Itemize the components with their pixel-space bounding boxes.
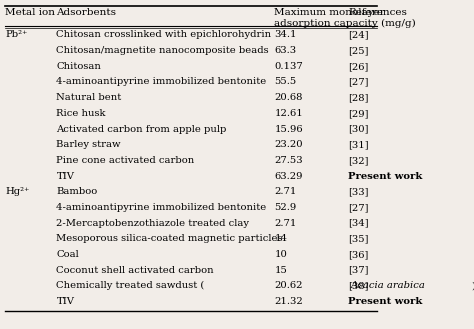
Text: 52.9: 52.9 [274, 203, 297, 212]
Text: Maximum monolayer
adsorption capacity (mg/g): Maximum monolayer adsorption capacity (m… [274, 9, 416, 28]
Text: 20.62: 20.62 [274, 281, 303, 291]
Text: 23.20: 23.20 [274, 140, 303, 149]
Text: Activated carbon from apple pulp: Activated carbon from apple pulp [56, 124, 227, 134]
Text: TIV: TIV [56, 297, 74, 306]
Text: Pine cone activated carbon: Pine cone activated carbon [56, 156, 195, 165]
Text: 63.3: 63.3 [274, 46, 297, 55]
Text: 0.137: 0.137 [274, 62, 303, 71]
Text: [27]: [27] [348, 203, 369, 212]
Text: [38]: [38] [348, 281, 369, 291]
Text: 20.68: 20.68 [274, 93, 303, 102]
Text: Metal ion: Metal ion [5, 9, 55, 17]
Text: 15.96: 15.96 [274, 124, 303, 134]
Text: 27.53: 27.53 [274, 156, 303, 165]
Text: Chitosan/magnetite nanocomposite beads: Chitosan/magnetite nanocomposite beads [56, 46, 269, 55]
Text: Bamboo: Bamboo [56, 187, 98, 196]
Text: Coal: Coal [56, 250, 79, 259]
Text: [28]: [28] [348, 93, 369, 102]
Text: [32]: [32] [348, 156, 369, 165]
Text: Barley straw: Barley straw [56, 140, 121, 149]
Text: [25]: [25] [348, 46, 369, 55]
Text: 14: 14 [274, 234, 287, 243]
Text: 2.71: 2.71 [274, 218, 297, 228]
Text: Chitosan: Chitosan [56, 62, 101, 71]
Text: 21.32: 21.32 [274, 297, 303, 306]
Text: Mesoporous silica-coated magnetic particles: Mesoporous silica-coated magnetic partic… [56, 234, 283, 243]
Text: 10: 10 [274, 250, 287, 259]
Text: 4-aminoantipyrine immobilized bentonite: 4-aminoantipyrine immobilized bentonite [56, 203, 267, 212]
Text: TIV: TIV [56, 171, 74, 181]
Text: [33]: [33] [348, 187, 369, 196]
Text: [31]: [31] [348, 140, 369, 149]
Text: 12.61: 12.61 [274, 109, 303, 118]
Text: 34.1: 34.1 [274, 30, 297, 39]
Text: Acacia arabica: Acacia arabica [351, 281, 426, 291]
Text: Hg²⁺: Hg²⁺ [5, 187, 29, 196]
Text: Present work: Present work [348, 297, 423, 306]
Text: [37]: [37] [348, 266, 369, 275]
Text: [30]: [30] [348, 124, 369, 134]
Text: [35]: [35] [348, 234, 369, 243]
Text: 63.29: 63.29 [274, 171, 303, 181]
Text: 15: 15 [274, 266, 287, 275]
Text: Chemically treated sawdust (: Chemically treated sawdust ( [56, 281, 205, 291]
Text: Pb²⁺: Pb²⁺ [5, 30, 27, 39]
Text: Natural bent: Natural bent [56, 93, 122, 102]
Text: [34]: [34] [348, 218, 369, 228]
Text: [24]: [24] [348, 30, 369, 39]
Text: [26]: [26] [348, 62, 369, 71]
Text: 55.5: 55.5 [274, 77, 297, 87]
Text: Adsorbents: Adsorbents [56, 9, 117, 17]
Text: 2-Mercaptobenzothiazole treated clay: 2-Mercaptobenzothiazole treated clay [56, 218, 249, 228]
Text: [27]: [27] [348, 77, 369, 87]
Text: References: References [348, 9, 407, 17]
Text: Chitosan crosslinked with epichlorohydrin: Chitosan crosslinked with epichlorohydri… [56, 30, 272, 39]
Text: [36]: [36] [348, 250, 369, 259]
Text: Rice husk: Rice husk [56, 109, 106, 118]
Text: Present work: Present work [348, 171, 423, 181]
Text: ): ) [472, 281, 474, 291]
Text: Coconut shell activated carbon: Coconut shell activated carbon [56, 266, 214, 275]
Text: 4-aminoantipyrine immobilized bentonite: 4-aminoantipyrine immobilized bentonite [56, 77, 267, 87]
Text: 2.71: 2.71 [274, 187, 297, 196]
Text: [29]: [29] [348, 109, 369, 118]
